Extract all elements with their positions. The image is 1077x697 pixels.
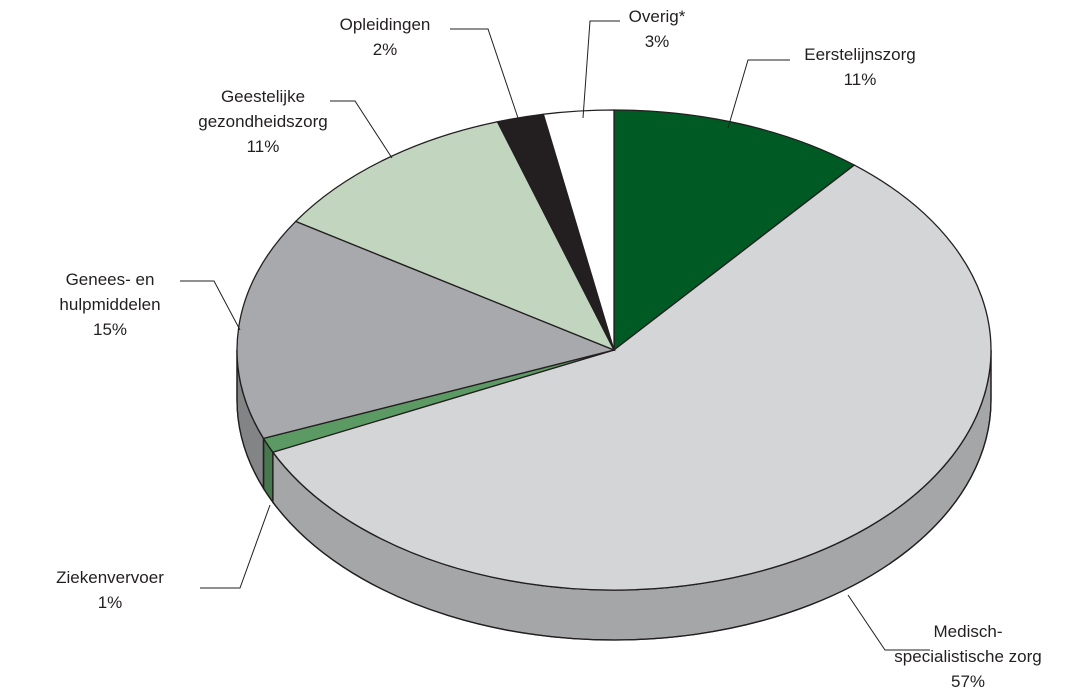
- slice-label: Overig*: [629, 7, 686, 26]
- label-line: gezondheidszorg: [198, 112, 327, 131]
- value-label: 11%: [844, 70, 877, 89]
- leader-line: [450, 28, 519, 119]
- slice-label: Eerstelijnszorg: [804, 45, 916, 64]
- slice: [294, 121, 616, 352]
- label-line: Genees- en: [66, 270, 155, 289]
- leader-line: [847, 594, 930, 651]
- leader-line: [330, 100, 393, 159]
- value-label: 1%: [98, 593, 123, 612]
- slice-label: Geestelijke gezondheidszorg: [198, 87, 327, 131]
- slice: [271, 164, 992, 591]
- slice-label: Medisch-specialistische zorg: [894, 622, 1041, 666]
- label-line: specialistische zorg: [894, 647, 1041, 666]
- label-line: Geestelijke: [221, 87, 305, 106]
- label-line: Medisch-: [934, 622, 1003, 641]
- label-line: hulpmiddelen: [59, 295, 160, 314]
- leader-line: [200, 504, 271, 589]
- slice-label: Ziekenvervoer: [56, 568, 164, 587]
- leader-line: [582, 20, 620, 119]
- label-line: Ziekenvervoer: [56, 568, 164, 587]
- leader-line: [180, 280, 241, 331]
- label-line: Opleidingen: [340, 15, 431, 34]
- slice: [542, 109, 615, 351]
- label-line: Overig*: [629, 7, 686, 26]
- value-label: 15%: [93, 320, 127, 339]
- label-line: Eerstelijnszorg: [804, 45, 916, 64]
- slice-label: Opleidingen: [340, 15, 431, 34]
- value-label: 11%: [247, 137, 280, 156]
- value-label: 3%: [645, 32, 670, 51]
- value-label: 57%: [951, 672, 985, 691]
- leader-line: [727, 59, 790, 129]
- slice-label: Genees- en hulpmiddelen: [59, 270, 160, 314]
- value-label: 2%: [373, 40, 398, 59]
- slice: [613, 109, 856, 352]
